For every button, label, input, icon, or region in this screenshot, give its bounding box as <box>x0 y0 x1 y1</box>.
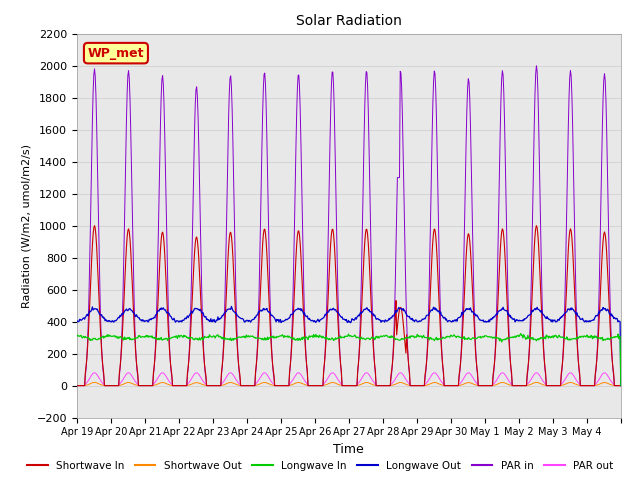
X-axis label: Time: Time <box>333 443 364 456</box>
Title: Solar Radiation: Solar Radiation <box>296 14 402 28</box>
Text: WP_met: WP_met <box>88 47 144 60</box>
Legend: Shortwave In, Shortwave Out, Longwave In, Longwave Out, PAR in, PAR out: Shortwave In, Shortwave Out, Longwave In… <box>22 456 618 475</box>
Y-axis label: Radiation (W/m2, umol/m2/s): Radiation (W/m2, umol/m2/s) <box>21 144 31 308</box>
